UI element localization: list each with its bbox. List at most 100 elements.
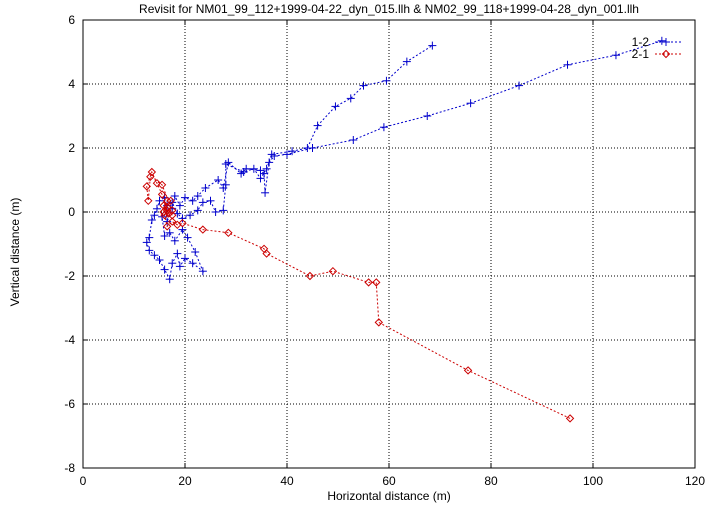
data-point <box>372 278 381 287</box>
data-point <box>221 180 230 189</box>
data-point <box>157 190 167 199</box>
x-tick-label: 0 <box>80 474 87 488</box>
data-point <box>170 236 179 245</box>
x-axis-label: Horizontal distance (m) <box>327 489 450 503</box>
data-point <box>428 41 437 50</box>
y-tick-label: 2 <box>68 141 75 155</box>
data-point <box>157 180 167 190</box>
data-point <box>201 184 210 192</box>
data-point <box>239 168 248 176</box>
data-point <box>155 196 164 205</box>
data-point <box>283 150 291 159</box>
data-point <box>259 244 269 254</box>
data-point <box>303 144 312 152</box>
y-tick-label: -2 <box>64 269 75 283</box>
data-point <box>379 123 388 132</box>
data-point <box>173 220 182 230</box>
data-point <box>214 176 223 184</box>
data-point <box>178 218 187 228</box>
data-point <box>150 211 159 220</box>
data-point <box>146 172 155 182</box>
data-point <box>155 256 164 264</box>
data-point <box>165 228 174 237</box>
data-point <box>170 192 179 200</box>
x-tick-label: 80 <box>484 474 498 488</box>
data-point <box>349 136 358 144</box>
data-point <box>565 414 575 423</box>
data-point <box>145 233 154 242</box>
data-point <box>261 188 270 197</box>
data-point <box>265 158 274 167</box>
y-tick-label: 4 <box>68 77 75 91</box>
data-point <box>382 76 391 85</box>
y-ticks: -8 -6 -4 -2 0 2 4 6 <box>64 13 695 475</box>
series-line-2-1 <box>146 170 571 419</box>
x-tick-label: 120 <box>685 474 705 488</box>
series-2-1 <box>142 167 575 423</box>
y-tick-label: 6 <box>68 13 75 27</box>
y-axis-label: Vertical distance (m) <box>8 198 22 307</box>
data-point <box>166 196 175 206</box>
data-point <box>374 318 384 327</box>
x-tick-label: 60 <box>382 474 396 488</box>
data-point <box>173 249 182 258</box>
series-line-1-2 <box>146 40 662 281</box>
data-point <box>256 174 265 183</box>
data-point <box>168 259 177 268</box>
data-point <box>256 166 265 175</box>
grid <box>83 20 695 468</box>
data-point <box>611 51 620 60</box>
y-tick-label: 0 <box>68 205 75 219</box>
data-point <box>168 217 177 226</box>
data-point <box>402 57 411 66</box>
data-point <box>165 275 174 284</box>
legend-label-1-2: 1-2 <box>632 35 650 49</box>
data-point <box>150 251 159 260</box>
data-point <box>160 265 169 274</box>
data-point <box>313 121 322 130</box>
data-point <box>305 271 315 281</box>
data-point <box>219 206 228 215</box>
x-ticks: 0 20 40 60 80 100 120 <box>80 20 705 488</box>
data-point <box>152 178 162 188</box>
x-tick-label: 20 <box>178 474 192 488</box>
data-point <box>211 208 220 216</box>
legend: 1-22-1 <box>632 35 683 61</box>
data-point <box>144 196 153 206</box>
data-point <box>191 248 200 256</box>
data-point <box>288 147 297 156</box>
legend-marker-1-2 <box>662 38 670 46</box>
data-point <box>359 81 368 90</box>
data-point <box>168 210 177 220</box>
data-point <box>346 94 355 103</box>
data-point <box>183 233 192 242</box>
data-point <box>162 222 172 231</box>
y-tick-label: -6 <box>64 397 75 411</box>
data-point <box>162 196 172 206</box>
data-point <box>159 207 168 217</box>
data-point <box>331 102 340 111</box>
series-layer <box>142 36 666 423</box>
y-tick-label: -4 <box>64 333 75 347</box>
data-point <box>206 196 215 205</box>
data-point <box>163 217 172 226</box>
data-point <box>159 201 168 210</box>
legend-marker-2-1 <box>661 49 671 59</box>
data-point <box>193 192 202 200</box>
data-point <box>224 228 233 238</box>
data-point <box>168 206 177 215</box>
data-point <box>188 196 197 205</box>
data-point <box>147 216 156 224</box>
data-point <box>175 201 184 210</box>
data-point <box>563 60 572 69</box>
data-point <box>466 99 475 108</box>
series-1-2 <box>142 36 666 284</box>
data-point <box>249 164 258 173</box>
data-point <box>181 193 189 202</box>
data-point <box>463 366 473 375</box>
data-point <box>423 112 432 120</box>
x-tick-label: 40 <box>280 474 294 488</box>
data-point <box>260 169 269 178</box>
data-point <box>162 202 172 212</box>
